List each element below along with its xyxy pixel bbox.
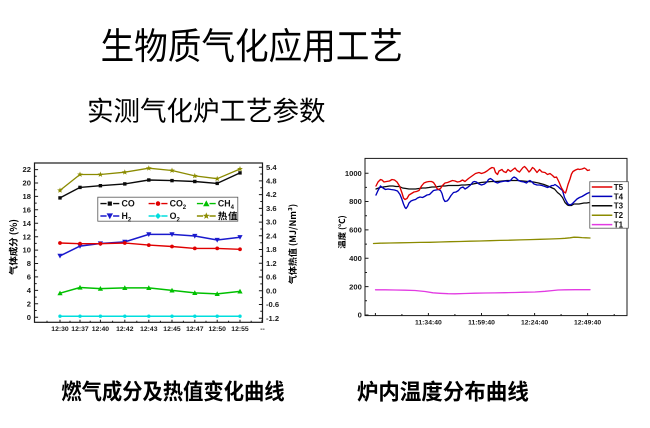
svg-text:11:34:40: 11:34:40 <box>415 320 442 327</box>
svg-text:--: -- <box>260 326 265 333</box>
svg-text:-1.2: -1.2 <box>266 314 279 323</box>
svg-text:12:42: 12:42 <box>116 326 134 333</box>
svg-text:20: 20 <box>23 179 31 188</box>
svg-text:1.2: 1.2 <box>266 259 277 268</box>
svg-text:8: 8 <box>27 259 31 268</box>
svg-text:T2: T2 <box>614 211 624 220</box>
svg-text:0.0: 0.0 <box>266 286 277 295</box>
svg-text:12:30: 12:30 <box>51 326 69 333</box>
svg-text:-0.6: -0.6 <box>266 300 279 309</box>
svg-text:14: 14 <box>23 219 32 228</box>
svg-text:11:59:40: 11:59:40 <box>468 320 495 327</box>
svg-text:12:43: 12:43 <box>140 326 158 333</box>
svg-text:CO: CO <box>122 199 135 209</box>
svg-text:4: 4 <box>27 286 32 295</box>
svg-text:10: 10 <box>23 246 31 255</box>
svg-text:O2: O2 <box>170 211 181 223</box>
svg-text:H2: H2 <box>122 211 132 223</box>
svg-text:12:47: 12:47 <box>186 326 204 333</box>
svg-text:12:24:40: 12:24:40 <box>521 320 548 327</box>
svg-text:6: 6 <box>27 273 31 282</box>
svg-text:T3: T3 <box>614 202 624 211</box>
svg-text:400: 400 <box>349 254 362 263</box>
svg-text:3.0: 3.0 <box>266 218 277 227</box>
svg-text:5.4: 5.4 <box>266 163 277 172</box>
svg-text:12:55: 12:55 <box>231 326 249 333</box>
svg-text:4.8: 4.8 <box>266 177 277 186</box>
svg-text:12:49:40: 12:49:40 <box>574 320 601 327</box>
svg-text:4.2: 4.2 <box>266 190 277 199</box>
svg-text:T4: T4 <box>614 192 624 201</box>
svg-text:T1: T1 <box>614 221 624 230</box>
svg-text:2: 2 <box>27 299 31 308</box>
svg-text:12:37: 12:37 <box>71 326 89 333</box>
svg-text:600: 600 <box>349 226 362 235</box>
svg-text:800: 800 <box>349 197 362 206</box>
svg-text:T5: T5 <box>614 183 624 192</box>
svg-text:12:40: 12:40 <box>92 326 110 333</box>
svg-text:22: 22 <box>23 165 31 174</box>
svg-text:18: 18 <box>23 192 31 201</box>
svg-text:1.8: 1.8 <box>266 245 277 254</box>
svg-text:3.6: 3.6 <box>266 204 277 213</box>
svg-text:0.6: 0.6 <box>266 273 277 282</box>
svg-text:0: 0 <box>358 311 362 320</box>
svg-text:12:45: 12:45 <box>163 326 181 333</box>
svg-text:200: 200 <box>349 282 362 291</box>
svg-text:12:50: 12:50 <box>209 326 227 333</box>
svg-text:1000: 1000 <box>345 169 362 178</box>
svg-text:CH4: CH4 <box>218 199 235 211</box>
svg-text:2.4: 2.4 <box>266 231 277 240</box>
svg-text:16: 16 <box>23 205 31 214</box>
svg-text:CO2: CO2 <box>170 199 187 211</box>
svg-text:12: 12 <box>23 232 31 241</box>
svg-text:0: 0 <box>27 313 31 322</box>
